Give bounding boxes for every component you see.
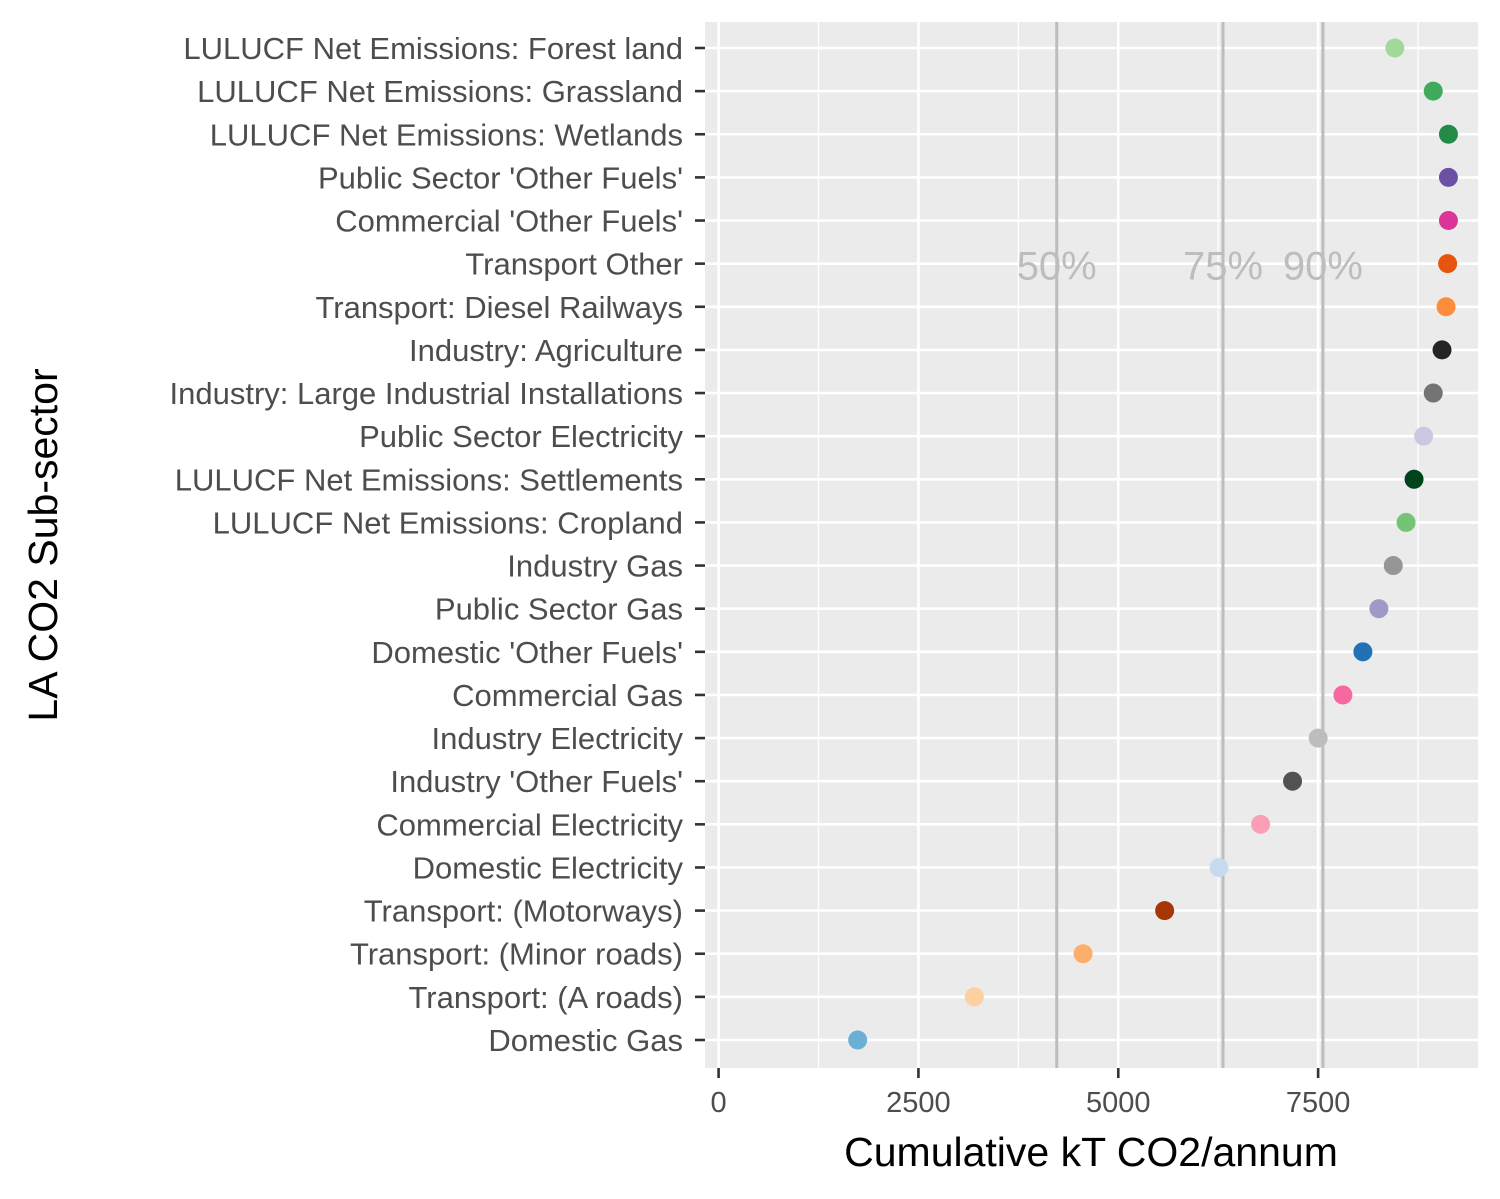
- data-point: [1155, 901, 1175, 921]
- y-tick-label: Public Sector Gas: [435, 592, 683, 627]
- data-point: [1251, 814, 1271, 834]
- y-tick-label: Industry: Large Industrial Installations: [170, 376, 684, 411]
- y-tick-label: LULUCF Net Emissions: Cropland: [213, 505, 683, 540]
- data-point: [1385, 38, 1405, 58]
- reference-line-label: 75%: [1183, 245, 1263, 289]
- data-point: [1438, 211, 1458, 231]
- reference-line-label: 90%: [1283, 245, 1363, 289]
- data-point: [1423, 383, 1443, 403]
- y-tick-label: Industry Gas: [507, 549, 683, 584]
- y-tick-label: Transport: (A roads): [408, 980, 683, 1015]
- y-tick-label: LULUCF Net Emissions: Wetlands: [210, 117, 683, 152]
- y-tick-label: LULUCF Net Emissions: Settlements: [175, 462, 683, 497]
- y-tick-label: Transport Other: [465, 247, 683, 282]
- y-tick-label: Industry Electricity: [431, 721, 683, 756]
- y-tick-label: LULUCF Net Emissions: Grassland: [197, 74, 683, 109]
- y-tick-label: Transport: (Motorways): [364, 894, 683, 929]
- x-tick-label: 0: [711, 1087, 727, 1119]
- y-tick-label: Commercial Gas: [452, 678, 683, 713]
- y-tick-label: Industry: Agriculture: [409, 333, 683, 368]
- y-tick-label: Industry 'Other Fuels': [390, 764, 683, 799]
- data-point: [1438, 254, 1458, 274]
- data-point: [1432, 340, 1452, 360]
- data-point: [1369, 599, 1389, 619]
- y-tick-label: Domestic 'Other Fuels': [371, 635, 683, 670]
- data-point: [848, 1030, 868, 1050]
- x-axis: 0 2500 5000 7500: [711, 1068, 1351, 1119]
- data-point: [1438, 167, 1458, 187]
- y-axis-title: LA CO2 Sub-sector: [20, 368, 66, 721]
- y-axis: LULUCF Net Emissions: Forest land LULUCF …: [170, 31, 705, 1058]
- data-point: [964, 987, 984, 1007]
- y-tick-label: Public Sector Electricity: [359, 419, 683, 454]
- data-point: [1423, 81, 1443, 101]
- y-tick-label: Commercial 'Other Fuels': [335, 204, 683, 239]
- y-tick-label: Transport: (Minor roads): [350, 937, 683, 972]
- data-point: [1209, 857, 1229, 877]
- data-point: [1438, 124, 1458, 144]
- x-axis-title: Cumulative kT CO2/annum: [844, 1129, 1338, 1175]
- y-tick-label: Transport: Diesel Railways: [315, 290, 683, 325]
- plot-panel: [705, 22, 1478, 1068]
- reference-line-label: 50%: [1017, 245, 1097, 289]
- y-tick-label: LULUCF Net Emissions: Forest land: [183, 31, 683, 66]
- reference-lines: 50% 75% 90%: [1017, 22, 1363, 1068]
- grid-lines: [705, 22, 1478, 1068]
- data-point: [1283, 771, 1303, 791]
- x-tick-label: 2500: [886, 1087, 951, 1119]
- data-point: [1414, 426, 1434, 446]
- y-tick-label: Commercial Electricity: [376, 807, 683, 842]
- data-points: [848, 38, 1458, 1050]
- x-tick-label: 5000: [1086, 1087, 1151, 1119]
- y-tick-label: Domestic Electricity: [413, 850, 684, 885]
- y-tick-label: Public Sector 'Other Fuels': [318, 160, 683, 195]
- data-point: [1333, 685, 1353, 705]
- y-tick-label: Domestic Gas: [488, 1023, 683, 1058]
- data-point: [1404, 469, 1424, 489]
- data-point: [1073, 944, 1093, 964]
- data-point: [1383, 556, 1403, 576]
- data-point: [1308, 728, 1328, 748]
- x-tick-label: 7500: [1286, 1087, 1351, 1119]
- data-point: [1353, 642, 1373, 662]
- data-point: [1436, 297, 1456, 317]
- data-point: [1396, 512, 1416, 532]
